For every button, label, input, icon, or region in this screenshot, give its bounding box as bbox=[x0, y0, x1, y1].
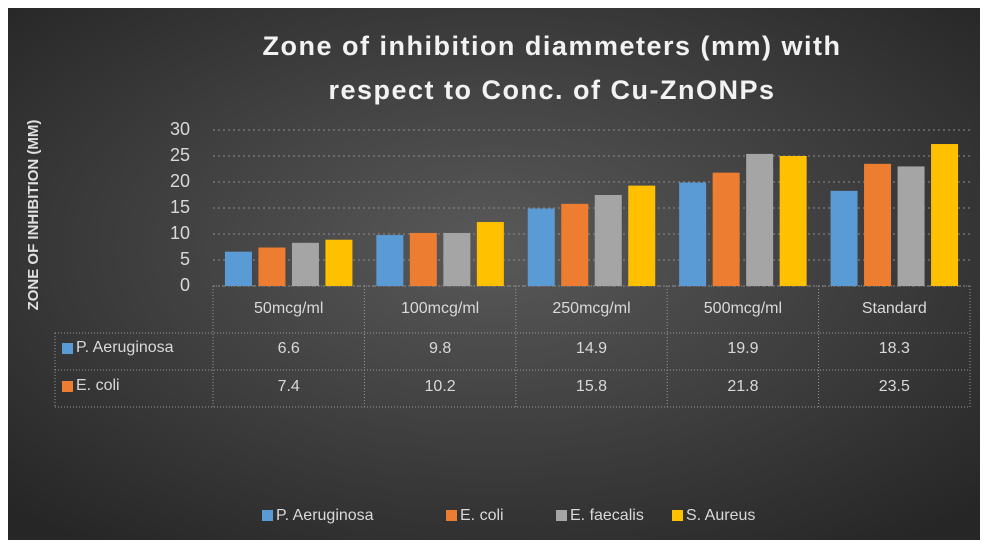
bar bbox=[594, 195, 622, 286]
table-legend-key bbox=[62, 343, 73, 354]
table-cell: 18.3 bbox=[879, 340, 910, 357]
bar bbox=[830, 190, 858, 286]
legend-key bbox=[262, 510, 273, 521]
table-cell: 7.4 bbox=[278, 378, 300, 395]
x-tick-label: Standard bbox=[862, 300, 927, 317]
legend-label: S. Aureus bbox=[686, 507, 755, 524]
table-cell: 6.6 bbox=[278, 340, 300, 357]
y-tick-label: 25 bbox=[170, 145, 190, 165]
table-cell: 19.9 bbox=[727, 340, 758, 357]
bar bbox=[325, 239, 353, 286]
x-tick-label: 50mcg/ml bbox=[254, 300, 323, 317]
x-tick-label: 100mcg/ml bbox=[401, 300, 479, 317]
bar bbox=[746, 153, 774, 286]
bar bbox=[779, 156, 807, 286]
y-tick-label: 20 bbox=[170, 171, 190, 191]
legend-key bbox=[446, 510, 457, 521]
bar bbox=[476, 222, 504, 286]
bar bbox=[258, 247, 286, 286]
legend-label: P. Aeruginosa bbox=[276, 507, 374, 524]
bar bbox=[679, 182, 707, 286]
bar bbox=[897, 166, 925, 286]
bar bbox=[443, 232, 471, 286]
legend-label: E. faecalis bbox=[570, 507, 644, 524]
table-cell: 10.2 bbox=[425, 378, 456, 395]
table-row-label: P. Aeruginosa bbox=[76, 339, 174, 356]
bar bbox=[931, 144, 959, 286]
bar bbox=[409, 232, 437, 286]
table-legend-key bbox=[62, 381, 73, 392]
table-cell: 9.8 bbox=[429, 340, 451, 357]
bar bbox=[628, 185, 656, 286]
y-tick-label: 10 bbox=[170, 223, 190, 243]
table-cell: 15.8 bbox=[576, 378, 607, 395]
bar bbox=[712, 172, 740, 286]
x-tick-label: 250mcg/ml bbox=[552, 300, 630, 317]
legend-label: E. coli bbox=[460, 507, 504, 524]
y-tick-label: 0 bbox=[180, 275, 190, 295]
y-tick-label: 30 bbox=[170, 119, 190, 139]
table-cell: 23.5 bbox=[879, 378, 910, 395]
bar bbox=[376, 235, 404, 286]
bar bbox=[527, 208, 555, 286]
chart-title: respect to Conc. of Cu-ZnONPs bbox=[328, 75, 775, 105]
y-axis-label: ZONE OF INHIBITION (MM) bbox=[25, 120, 42, 311]
legend-key bbox=[556, 510, 567, 521]
chart-title: Zone of inhibition diammeters (mm) with bbox=[262, 31, 841, 61]
bar bbox=[864, 163, 892, 286]
legend-key bbox=[672, 510, 683, 521]
table-cell: 14.9 bbox=[576, 340, 607, 357]
table-row-label: E. coli bbox=[76, 377, 120, 394]
table-cell: 21.8 bbox=[727, 378, 758, 395]
bar bbox=[224, 251, 252, 286]
x-tick-label: 500mcg/ml bbox=[704, 300, 782, 317]
y-tick-label: 5 bbox=[180, 249, 190, 269]
bar bbox=[561, 203, 589, 286]
bar bbox=[291, 242, 319, 286]
y-tick-label: 15 bbox=[170, 197, 190, 217]
